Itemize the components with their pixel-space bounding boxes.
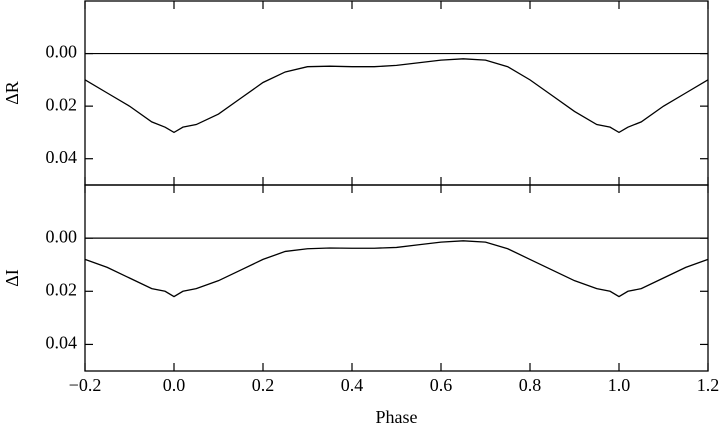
x-tick-label: 1.0 bbox=[608, 375, 631, 395]
y-tick-label: 0.02 bbox=[46, 94, 78, 114]
x-tick-label: 0.4 bbox=[341, 375, 364, 395]
x-tick-label: 0.6 bbox=[430, 375, 453, 395]
y-axis-label: ΔR bbox=[2, 81, 22, 105]
x-tick-label: 0.8 bbox=[519, 375, 542, 395]
plot-frame bbox=[84, 0, 709, 186]
y-tick-label: 0.00 bbox=[46, 42, 78, 62]
data-line bbox=[84, 58, 709, 134]
plot-frame bbox=[84, 184, 709, 372]
y-tick-label: 0.04 bbox=[46, 333, 78, 353]
x-tick-label: 0.0 bbox=[163, 375, 186, 395]
y-axis-label: ΔI bbox=[2, 269, 22, 287]
y-tick-label: 0.04 bbox=[46, 147, 78, 167]
x-axis-label: Phase bbox=[376, 407, 418, 427]
y-tick-label: 0.00 bbox=[46, 226, 78, 246]
y-tick-label: 0.02 bbox=[46, 279, 78, 299]
x-tick-label: 1.2 bbox=[697, 375, 720, 395]
x-tick-label: 0.2 bbox=[252, 375, 275, 395]
data-line bbox=[84, 240, 709, 298]
x-tick-label: −0.2 bbox=[69, 375, 102, 395]
